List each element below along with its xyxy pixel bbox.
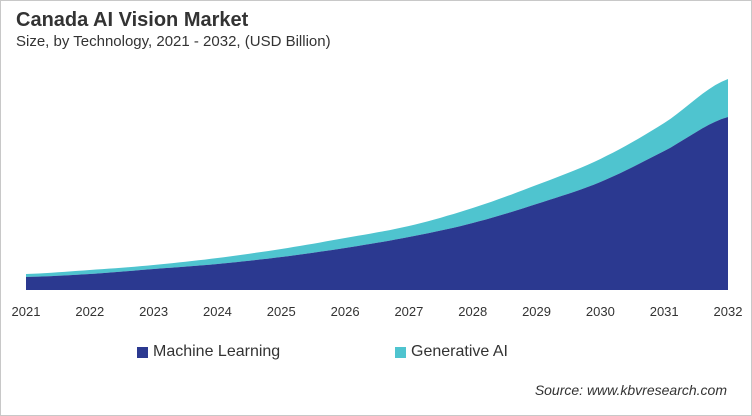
x-tick-label: 2021 <box>12 304 41 319</box>
x-tick-label: 2027 <box>394 304 423 319</box>
x-tick-label: 2032 <box>714 304 743 319</box>
legend-item-generative-ai: Generative AI <box>395 343 508 361</box>
x-tick-label: 2025 <box>267 304 296 319</box>
chart-title: Canada AI Vision Market <box>16 9 249 31</box>
legend-item-machine-learning: Machine Learning <box>137 343 280 361</box>
legend-swatch-machine-learning <box>137 346 148 358</box>
area-series-generative-ai <box>26 79 728 277</box>
legend-label: Machine Learning <box>153 343 281 360</box>
x-tick-label: 2028 <box>458 304 487 319</box>
x-tick-label: 2031 <box>650 304 679 319</box>
x-tick-label: 2026 <box>331 304 360 319</box>
legend-label: Generative AI <box>411 343 508 360</box>
x-tick-label: 2029 <box>522 304 551 319</box>
source-note: Source: www.kbvresearch.com <box>534 382 727 398</box>
x-tick-label: 2024 <box>203 304 232 319</box>
x-tick-label: 2023 <box>139 304 168 319</box>
x-tick-label: 2022 <box>75 304 104 319</box>
legend-swatch-generative-ai <box>395 346 406 358</box>
area-series-machine-learning <box>26 117 728 290</box>
chart-subtitle: Size, by Technology, 2021 - 2032, (USD B… <box>16 33 331 50</box>
x-tick-label: 2030 <box>586 304 615 319</box>
